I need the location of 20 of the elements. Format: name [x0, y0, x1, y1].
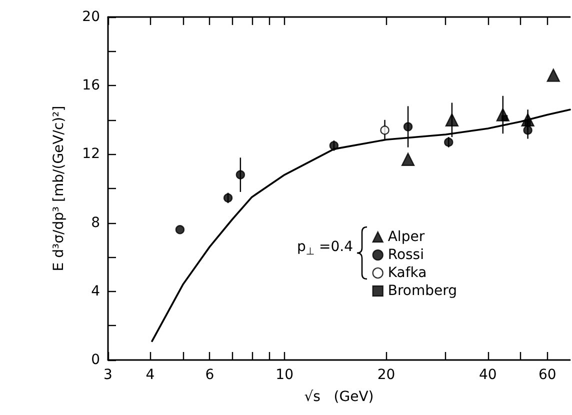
x-tick-label: 6	[205, 367, 214, 383]
legend-label: Bromberg	[388, 283, 458, 299]
x-tick-label: 20	[377, 367, 396, 383]
x-tick-label: 40	[479, 367, 497, 383]
y-tick-label: 0	[91, 352, 100, 368]
y-tick-label: 8	[91, 214, 100, 231]
legend-label: Rossi	[388, 247, 424, 263]
x-axis-title: √s (GeV)	[304, 389, 374, 405]
x-tick-label: 60	[538, 367, 556, 383]
legend-title: p⊥ =0.4	[297, 239, 354, 258]
x-tick-label: 10	[276, 367, 294, 383]
y-tick-label: 4	[91, 283, 100, 300]
legend-label: Kafka	[388, 265, 427, 281]
y-tick-label: 12	[82, 146, 100, 162]
legend-label: Alper	[388, 229, 425, 245]
x-tick-label: 3	[104, 367, 112, 383]
y-tick-label: 20	[82, 9, 100, 25]
y-tick-label: 16	[82, 78, 100, 94]
x-tick-label: 4	[146, 367, 155, 383]
y-axis-title: E d³σ/dp³ [mb/(GeV/c)²]	[51, 106, 67, 272]
